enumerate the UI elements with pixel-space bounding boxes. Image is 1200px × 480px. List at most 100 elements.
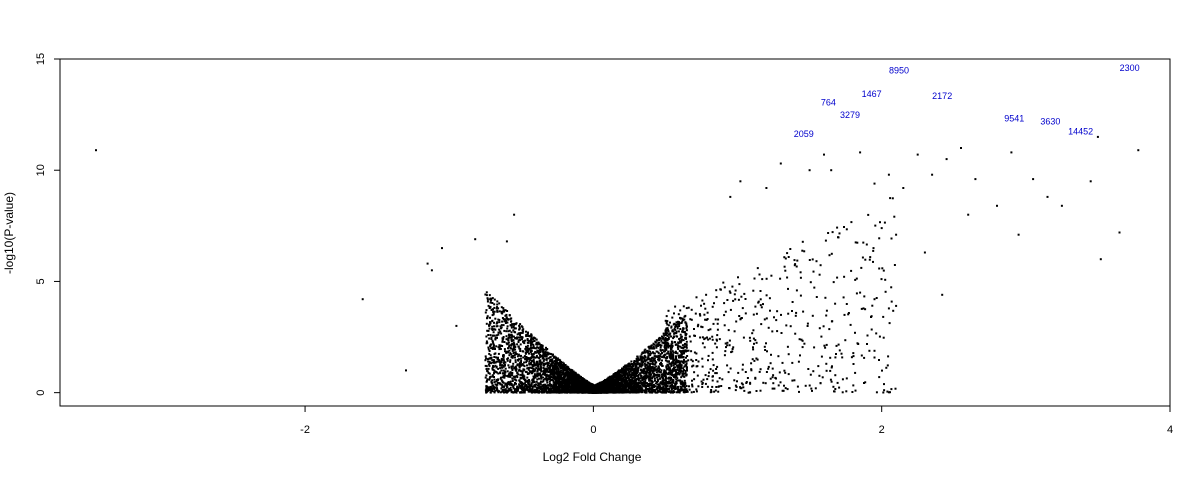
data-point — [523, 365, 526, 368]
data-point — [536, 369, 539, 372]
data-point — [526, 333, 529, 336]
data-point — [491, 329, 494, 331]
data-point — [510, 347, 513, 350]
data-point — [536, 370, 539, 373]
data-point — [502, 324, 505, 327]
data-point — [546, 369, 549, 371]
data-point — [565, 387, 567, 390]
data-point — [537, 387, 540, 390]
data-point — [668, 371, 670, 374]
data-point — [502, 307, 505, 310]
data-point — [652, 358, 655, 361]
data-point — [576, 388, 579, 391]
data-point — [514, 388, 517, 391]
data-point — [581, 387, 584, 390]
data-point — [499, 348, 502, 350]
data-point — [631, 363, 633, 365]
data-point — [519, 343, 522, 346]
data-point — [532, 380, 535, 383]
data-point — [561, 372, 564, 375]
data-point — [560, 369, 563, 372]
data-point — [526, 347, 529, 350]
data-point — [557, 380, 560, 383]
data-point — [501, 372, 504, 375]
data-point — [502, 390, 504, 393]
data-point — [535, 338, 538, 341]
data-point — [624, 376, 627, 379]
data-point — [588, 383, 591, 386]
data-point — [518, 366, 521, 369]
data-point — [516, 364, 519, 367]
data-point — [496, 303, 499, 306]
data-point — [502, 364, 505, 367]
data-point — [577, 383, 579, 385]
data-point — [511, 372, 514, 374]
data-point — [525, 385, 528, 388]
data-point — [556, 357, 559, 360]
data-point — [519, 323, 522, 326]
data-point — [663, 370, 666, 373]
data-point — [529, 341, 532, 344]
data-point — [532, 375, 535, 378]
data-point — [682, 349, 685, 352]
data-point — [587, 391, 590, 394]
data-point — [636, 363, 639, 366]
data-point — [503, 341, 506, 343]
data-point — [525, 345, 527, 348]
data-point — [498, 302, 501, 305]
data-point — [526, 338, 529, 340]
data-point — [551, 366, 554, 369]
data-point — [523, 391, 526, 394]
data-point — [493, 334, 496, 337]
data-point — [509, 352, 512, 355]
data-point — [561, 383, 564, 386]
data-point — [506, 386, 509, 389]
data-point — [683, 330, 686, 333]
data-point — [488, 294, 491, 297]
data-point — [538, 390, 541, 393]
data-point — [544, 351, 547, 354]
data-point — [493, 298, 496, 301]
data-point — [529, 358, 532, 361]
data-point — [499, 330, 502, 333]
data-point — [685, 324, 688, 326]
data-point — [492, 384, 494, 387]
data-point — [649, 384, 652, 387]
data-point — [552, 356, 555, 359]
data-point — [514, 337, 517, 340]
data-point — [493, 328, 496, 331]
data-point — [487, 372, 490, 374]
data-point — [565, 379, 568, 382]
data-point — [513, 383, 516, 386]
data-point — [564, 391, 567, 394]
data-point — [552, 368, 555, 371]
data-point — [535, 380, 538, 383]
data-point — [556, 372, 558, 375]
data-point — [542, 385, 545, 388]
data-point — [532, 359, 535, 362]
data-point — [510, 331, 513, 334]
data-point — [558, 373, 561, 376]
data-point — [508, 354, 511, 357]
data-point — [514, 361, 517, 364]
data-point — [677, 320, 679, 323]
data-point — [493, 325, 495, 328]
data-point — [529, 357, 532, 359]
data-point — [544, 355, 547, 358]
data-point — [543, 372, 546, 375]
data-point — [509, 380, 512, 383]
data-point — [510, 338, 513, 341]
data-point — [511, 335, 514, 338]
data-point — [501, 359, 503, 362]
data-point — [553, 366, 556, 369]
data-point — [571, 371, 574, 374]
data-point — [539, 380, 542, 383]
data-point — [686, 369, 688, 372]
data-point — [542, 349, 545, 352]
data-point — [494, 370, 497, 373]
data-point — [518, 385, 521, 388]
data-point — [509, 360, 512, 363]
data-point — [489, 298, 492, 301]
data-point — [485, 374, 488, 377]
data-point — [552, 379, 555, 382]
